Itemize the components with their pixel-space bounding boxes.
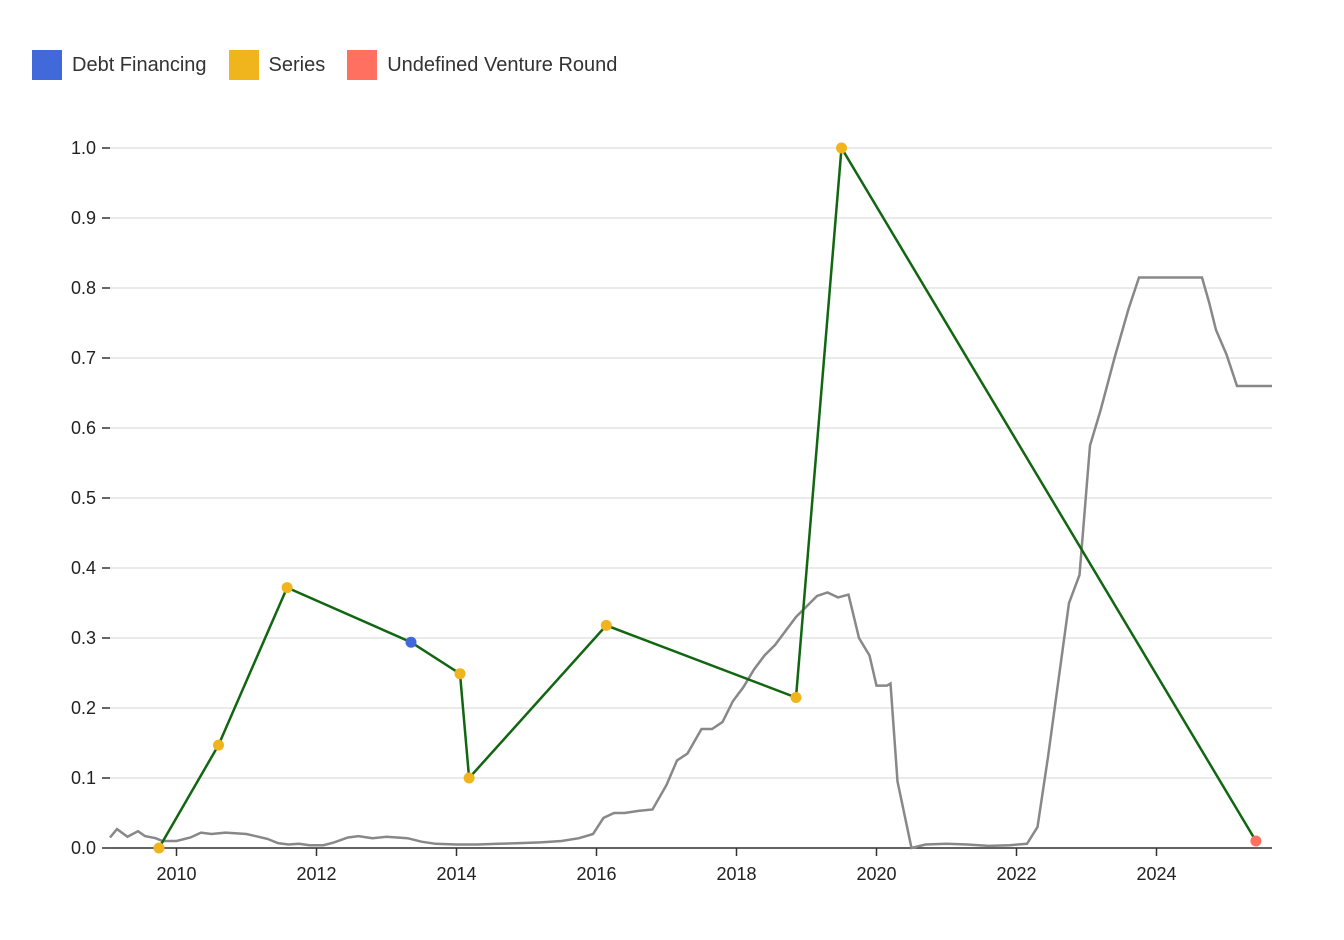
data-point[interactable] [790,692,802,703]
data-point[interactable] [600,619,612,631]
y-tick-label: 0.1 [71,768,96,788]
x-tick-label: 2024 [1136,864,1176,884]
data-point[interactable] [454,668,466,680]
legend-label: Debt Financing [72,53,207,76]
data-point[interactable] [1250,835,1262,847]
axes: 0.0 0.1 0.2 0.3 0.4 0.5 0.6 0.7 0.8 0.9 1.0 2010 201… [71,138,1272,884]
data-point[interactable] [281,582,293,594]
x-tick-label: 2022 [996,864,1036,884]
legend-swatch-series [228,50,259,80]
y-tick-label: 0.6 [71,418,96,438]
series-line-gray [109,276,1272,850]
y-tick-label: 0.3 [71,628,96,648]
data-point[interactable] [153,842,165,854]
x-tick-label: 2020 [856,864,896,884]
data-point[interactable] [405,636,417,648]
grid [110,147,1272,849]
x-tick-label: 2012 [296,864,336,884]
y-tick-label: 0.2 [71,698,96,718]
y-tick-label: 0.9 [71,208,96,228]
legend: Debt Financing Series Undefined Venture … [32,50,639,80]
data-point[interactable] [213,739,224,751]
y-tick-label: 0.5 [71,488,96,508]
legend-item-series[interactable]: Series [228,50,326,80]
legend-label: Series [268,53,326,76]
x-tick-label: 2010 [156,864,196,884]
legend-label: Undefined Venture Round [387,53,618,76]
series-line-green [157,144,1257,849]
series-group [109,144,1272,850]
points-group [153,142,1262,854]
y-tick-label: 1.0 [71,138,96,158]
data-point[interactable] [836,142,847,154]
y-tick-label: 0.7 [71,348,96,368]
x-tick-label: 2018 [716,864,756,884]
y-tick-label: 0.8 [71,278,96,298]
x-tick-label: 2014 [436,864,476,884]
data-point[interactable] [463,772,475,784]
legend-swatch-undefined-venture-round [347,50,378,80]
y-tick-label: 0.0 [71,838,96,858]
legend-swatch-debt-financing [32,50,62,80]
y-tick-label: 0.4 [71,558,96,578]
legend-item-debt-financing[interactable]: Debt Financing [32,50,207,80]
x-tick-label: 2016 [576,864,616,884]
legend-item-undefined-venture-round[interactable]: Undefined Venture Round [347,50,617,80]
